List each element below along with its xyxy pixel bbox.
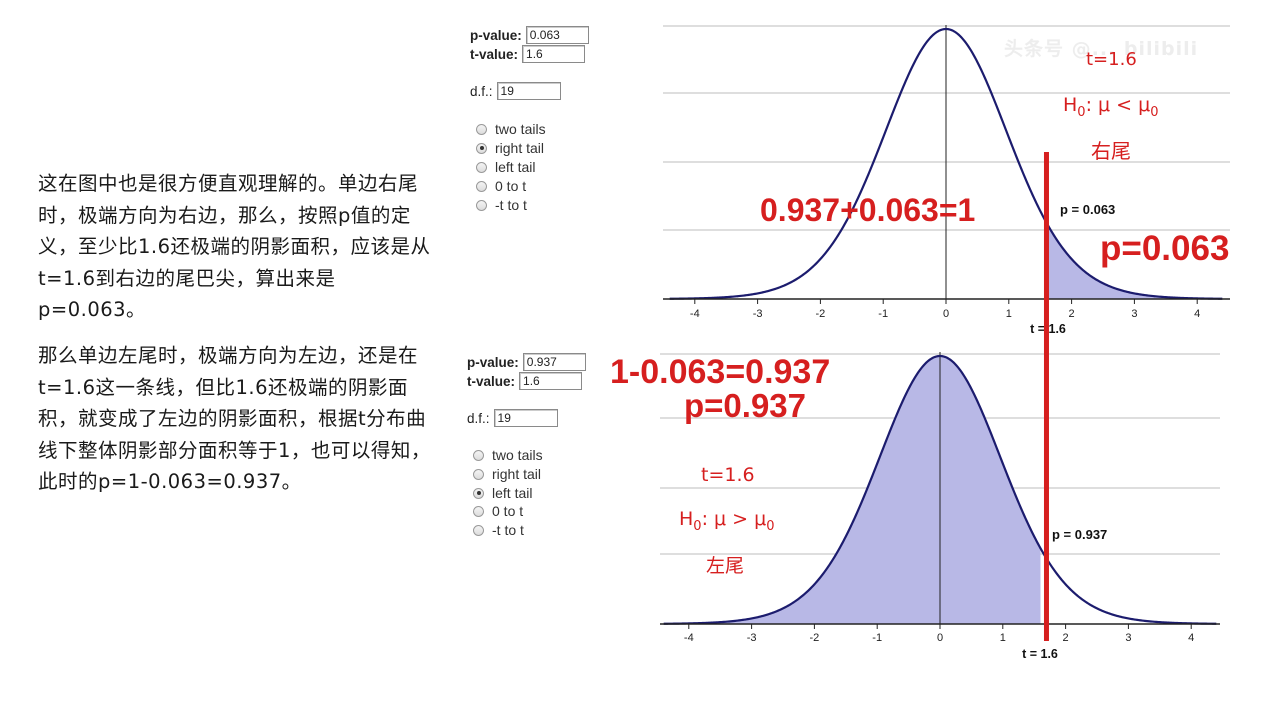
hyp-sub: 0 [1150,104,1159,120]
x-tick-label: 2 [1069,308,1075,320]
radio-minus-t-to-t[interactable] [473,524,484,536]
top-p-annotation: p=0.063 [1100,229,1230,268]
x-tick-label: 0 [943,308,949,320]
radio-two-tails[interactable] [476,123,487,135]
option-label: right tail [492,466,542,482]
option-label: left tail [492,485,533,501]
hyp-rest: : μ > μ [701,508,767,530]
x-tick-label: -2 [810,632,820,644]
radio-right-tail[interactable] [476,142,487,154]
pvalue-label: p-value: [467,354,519,370]
option-label: -t to t [495,197,527,213]
hyp-sub: 0 [1077,104,1086,120]
pvalue-label: p-value: [470,27,522,43]
shaded-area [663,356,1041,624]
x-tick-label: 3 [1125,632,1131,644]
option-label: two tails [492,447,543,463]
option-label: right tail [495,140,545,156]
option-zero-to-t[interactable]: 0 to t [476,178,526,194]
p-value-label: p = 0.937 [1052,527,1107,542]
top-tail-label: 右尾 [1091,139,1131,163]
option-two-tails[interactable]: two tails [476,121,546,137]
option-minus-t-to-t[interactable]: -t to t [473,522,524,538]
radio-zero-to-t[interactable] [476,180,487,192]
tvalue-label: t-value: [467,373,516,389]
x-tick-label: -3 [747,632,757,644]
x-tick-label: 2 [1063,632,1069,644]
option-minus-t-to-t[interactable]: -t to t [476,197,527,213]
top-sum-annotation: 0.937+0.063=1 [760,192,976,228]
hyp-h: H [679,508,694,530]
pvalue-field[interactable]: 0.937 [522,353,586,371]
bottom-hypothesis: H0: μ > μ0 [679,508,774,534]
density-curve [663,354,1217,625]
density-curve [669,27,1223,300]
x-tick-label: -1 [872,632,882,644]
hyp-rest: : μ < μ [1085,94,1151,116]
option-left-tail[interactable]: left tail [473,485,532,501]
bottom-calc-annotation: 1-0.063=0.937 [610,353,831,391]
option-right-tail[interactable]: right tail [476,140,544,156]
radio-left-tail[interactable] [476,161,487,173]
option-label: left tail [495,159,536,175]
tvalue-field[interactable]: 1.6 [519,372,583,390]
df-label: d.f.: [470,83,493,99]
hyp-sub: 0 [693,518,702,534]
shaded-area [1046,222,1223,299]
hyp-sub: 0 [766,518,775,534]
explanation-paragraph-2: 那么单边左尾时，极端方向为左边，还是在t=1.6这一条线，但比1.6还极端的阴影… [38,344,431,493]
option-right-tail[interactable]: right tail [473,466,541,482]
x-tick-label: -1 [878,308,888,320]
option-label: -t to t [492,522,524,538]
watermark: 头条号 @... bilibili [1004,38,1199,60]
option-label: 0 to t [495,178,527,194]
x-tick-label: 1 [1006,308,1012,320]
x-tick-label: -4 [690,308,700,320]
top-t-annotation: t=1.6 [1086,49,1137,70]
bottom-tail-label: 左尾 [706,555,745,577]
radio-two-tails[interactable] [473,449,484,461]
option-left-tail[interactable]: left tail [476,159,535,175]
radio-minus-t-to-t[interactable] [476,199,487,211]
option-label: two tails [495,121,546,137]
x-tick-label: 1 [1000,632,1006,644]
x-tick-label: -2 [816,308,826,320]
x-tick-label: 3 [1131,308,1137,320]
option-zero-to-t[interactable]: 0 to t [473,503,523,519]
df-field[interactable]: 19 [493,409,558,427]
x-tick-label: 4 [1194,308,1200,320]
x-marker-label: t = 1.6 [1022,647,1058,661]
bottom-p-annotation: p=0.937 [684,387,807,424]
option-label: 0 to t [492,503,524,519]
pvalue-field[interactable]: 0.063 [525,26,589,44]
x-tick-label: -4 [684,632,694,644]
calculator-panel-right-tail: p-value: 0.063 t-value: 1.6 d.f.: 19 two… [470,26,610,216]
top-hypothesis: H0: μ < μ0 [1063,94,1158,120]
calculator-panel-left-tail: p-value: 0.937 t-value: 1.6 d.f.: 19 two… [467,353,607,543]
df-field[interactable]: 19 [496,82,561,100]
x-tick-label: 4 [1188,632,1194,644]
explanation-paragraph-1: 这在图中也是很方便直观理解的。单边右尾时，极端方向为右边，那么，按照p值的定义，… [38,172,431,321]
radio-right-tail[interactable] [473,468,484,480]
hyp-h: H [1063,94,1078,116]
radio-left-tail[interactable] [473,487,484,499]
radio-zero-to-t[interactable] [473,505,484,517]
bottom-t-annotation: t=1.6 [701,464,755,486]
x-tick-label: 0 [937,632,943,644]
x-tick-label: -3 [753,308,763,320]
option-two-tails[interactable]: two tails [473,447,543,463]
df-label: d.f.: [467,410,490,426]
tvalue-field[interactable]: 1.6 [522,45,586,63]
tvalue-label: t-value: [470,46,519,62]
p-value-label: p = 0.063 [1060,202,1115,217]
